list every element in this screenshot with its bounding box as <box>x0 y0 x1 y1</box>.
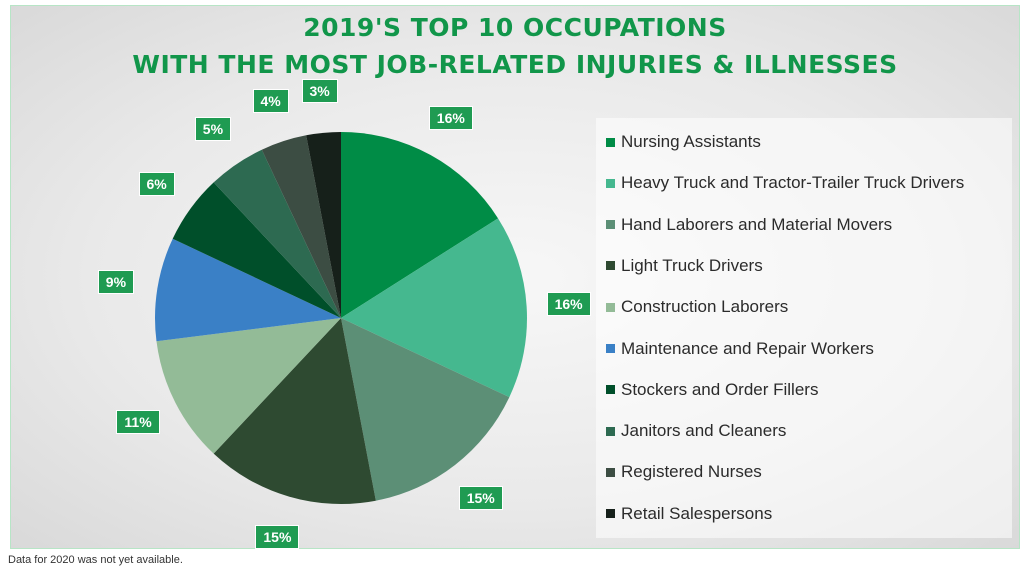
data-label-2: 16% <box>546 291 591 316</box>
legend-label: Light Truck Drivers <box>621 255 763 275</box>
data-label-6: 9% <box>97 270 135 295</box>
legend-swatch <box>606 261 615 271</box>
legend-item: Stockers and Order Fillers <box>606 378 818 402</box>
legend-label: Janitors and Cleaners <box>621 421 787 441</box>
legend-label: Maintenance and Repair Workers <box>621 338 874 358</box>
pie-slice-4 <box>213 318 376 505</box>
legend-item: Janitors and Cleaners <box>606 419 786 443</box>
legend-item: Construction Laborers <box>606 295 788 319</box>
data-label-8: 5% <box>194 117 232 142</box>
pie-slice-8 <box>213 149 341 318</box>
pie-slice-2 <box>341 218 527 398</box>
pie-slice-10 <box>306 132 341 318</box>
pie-slice-9 <box>261 135 341 318</box>
pie-slice-5 <box>156 318 341 454</box>
legend-swatch <box>606 344 615 353</box>
data-label-4: 15% <box>255 524 300 549</box>
pie-slice-7 <box>172 182 341 318</box>
legend-swatch <box>606 302 615 312</box>
legend-item: Hand Laborers and Material Movers <box>606 213 892 237</box>
legend-label: Construction Laborers <box>621 297 789 317</box>
legend-item: Nursing Assistants <box>606 130 761 154</box>
legend-item: Registered Nurses <box>606 460 762 484</box>
legend-label: Retail Salespersons <box>621 503 773 523</box>
chart-title: 2019'S TOP 10 OCCUPATIONS <box>303 13 727 42</box>
legend-swatch <box>606 467 615 477</box>
legend-label: Hand Laborers and Material Movers <box>621 214 893 234</box>
legend-swatch <box>606 385 615 395</box>
data-label-7: 6% <box>138 172 175 196</box>
data-label-9: 4% <box>252 89 289 114</box>
legend-item: Retail Salespersons <box>606 502 772 526</box>
data-label-10: 3% <box>301 79 338 103</box>
pie-slice-6 <box>155 238 341 342</box>
legend-label: Registered Nurses <box>621 462 762 482</box>
legend-item: Maintenance and Repair Workers <box>606 337 874 361</box>
pie-slice-1 <box>341 132 499 318</box>
pie-slice-3 <box>341 318 510 501</box>
legend-swatch <box>606 426 615 436</box>
legend-item: Light Truck Drivers <box>606 254 763 278</box>
data-label-1: 16% <box>428 106 473 131</box>
legend-swatch <box>606 178 615 188</box>
data-label-3: 15% <box>458 486 503 511</box>
footnote: Data for 2020 was not yet available. <box>8 554 183 566</box>
legend-swatch <box>606 137 615 147</box>
legend: Nursing Assistants Heavy Truck and Tracto… <box>596 118 1012 538</box>
chart-subtitle: WITH THE MOST JOB-RELATED INJURIES & ILL… <box>132 50 898 79</box>
legend-label: Heavy Truck and Tractor-Trailer Truck Dr… <box>621 173 965 193</box>
legend-swatch <box>606 509 615 519</box>
legend-swatch <box>606 220 615 230</box>
legend-item: Heavy Truck and Tractor-Trailer Truck Dr… <box>606 171 964 195</box>
data-label-5: 11% <box>116 409 160 434</box>
legend-label: Stockers and Order Fillers <box>621 379 819 399</box>
legend-label: Nursing Assistants <box>621 132 761 151</box>
